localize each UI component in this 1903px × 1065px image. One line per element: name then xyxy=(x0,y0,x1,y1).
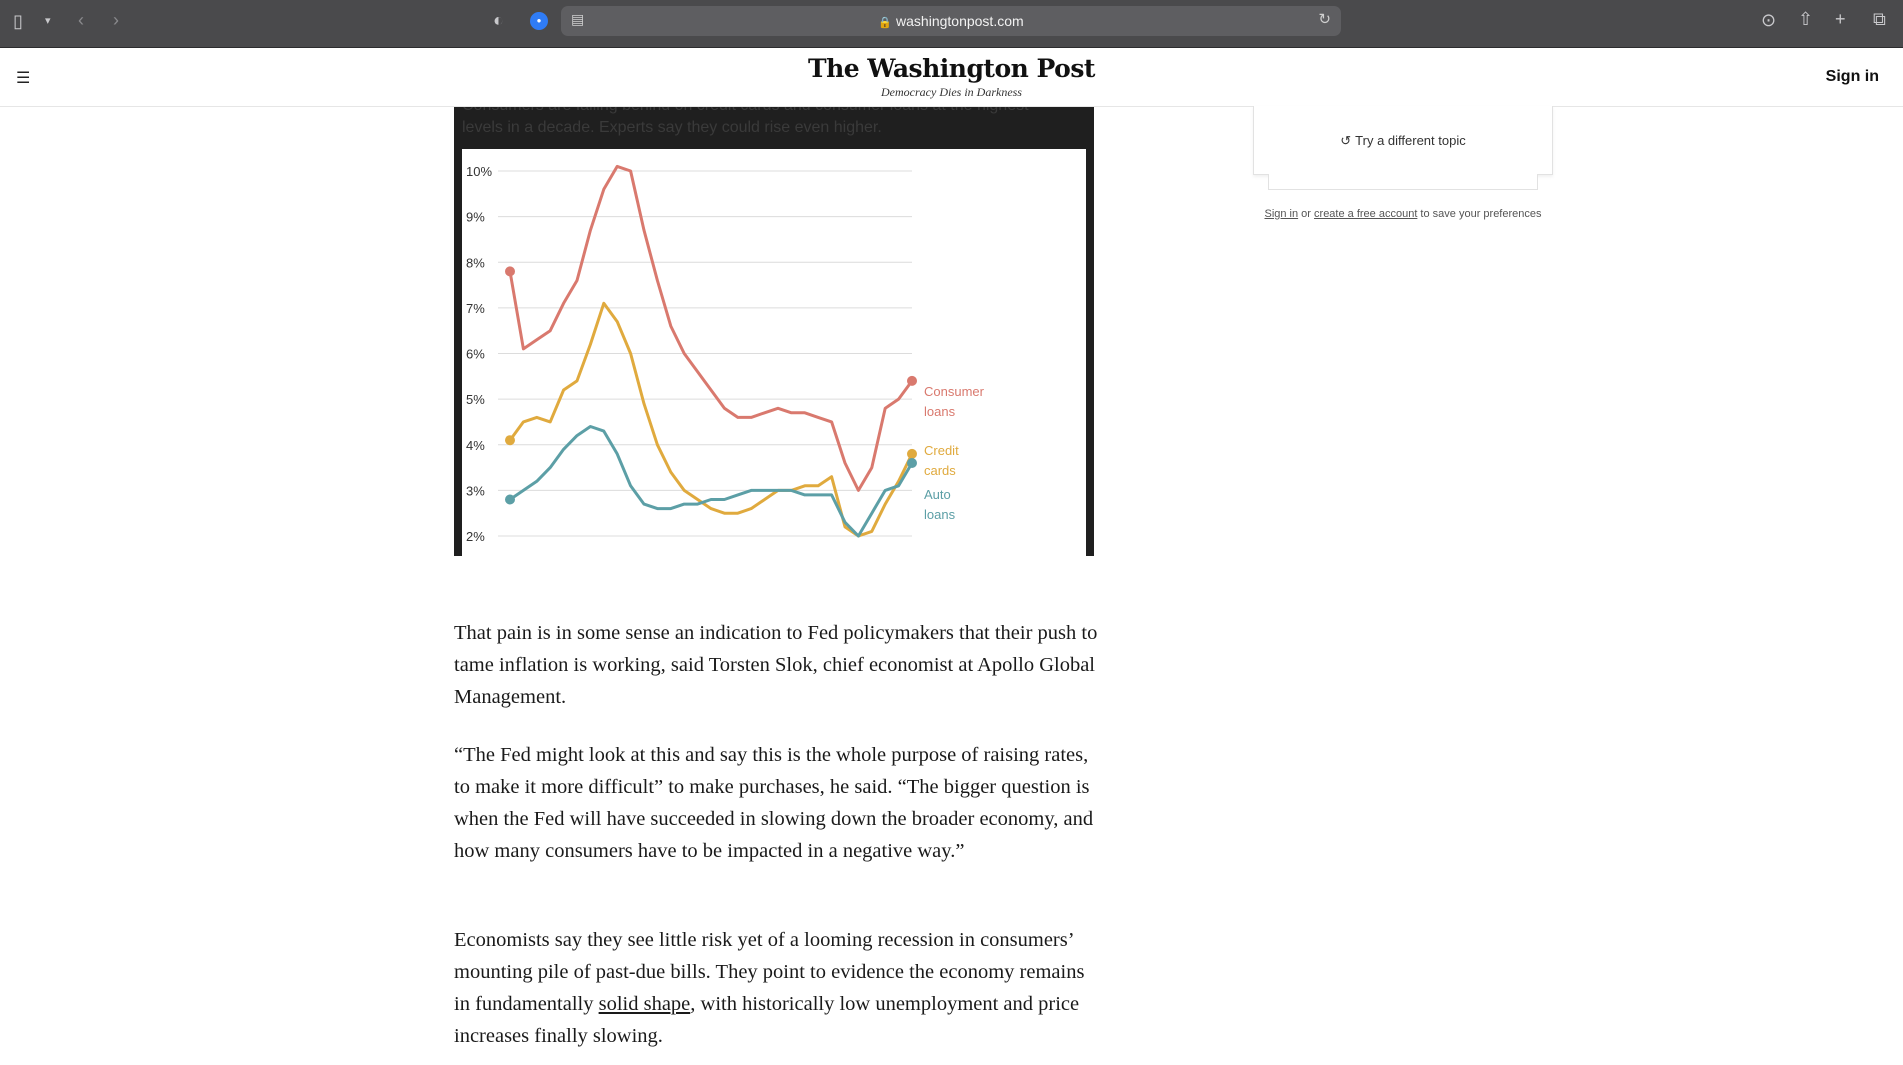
forward-icon[interactable]: › xyxy=(113,10,119,30)
delinquency-chart: 10% 9% 8% 7% 6% 5% 4% 3% 2% Consumer loans Credit ca… xyxy=(466,164,985,544)
site-logo[interactable]: The Washington Post xyxy=(808,54,1095,83)
y-tick-label: 8% xyxy=(466,255,485,270)
sign-in-button[interactable]: Sign in xyxy=(1825,68,1879,85)
shield-icon[interactable]: ◐ xyxy=(493,10,504,30)
chevron-down-icon[interactable]: ▾ xyxy=(45,15,51,27)
article-paragraph-1: That pain is in some sense an indication… xyxy=(454,622,1098,708)
y-tick-label: 4% xyxy=(466,438,485,453)
sidebar-toggle-icon[interactable]: ▯ xyxy=(13,11,23,31)
prefs-sign-in-link[interactable]: Sign in xyxy=(1264,208,1299,220)
tab-overview-icon[interactable]: ⧉ xyxy=(1873,9,1886,29)
paragraph-3-text-end: , with historically low unemployment and… xyxy=(454,993,1080,1047)
chart-intro-line-1: Consumers are falling behind on credit c… xyxy=(462,107,1082,117)
series-endpoint xyxy=(505,435,515,446)
prefs-or-text: or xyxy=(1298,208,1315,220)
url-text: washingtonpost.com xyxy=(896,13,1024,29)
preferences-note: Sign in or create a free account to save… xyxy=(1253,208,1553,220)
back-icon[interactable]: ‹ xyxy=(78,10,84,30)
article-paragraph-2: “The Fed might look at this and say this… xyxy=(454,744,1094,862)
y-tick-label: 7% xyxy=(466,301,485,316)
series-endpoint xyxy=(505,266,515,277)
card-stack-shadow xyxy=(1268,174,1538,190)
y-tick-label: 6% xyxy=(466,347,485,362)
chart-intro-line-2: levels in a decade. Experts say they cou… xyxy=(462,119,882,136)
chart-area: 10% 9% 8% 7% 6% 5% 4% 3% 2% Consumer loans Credit ca… xyxy=(462,149,1086,556)
series-line xyxy=(508,301,914,538)
topic-card: ↺ Try a different topic xyxy=(1253,106,1553,175)
share-icon[interactable]: ⇧ xyxy=(1798,9,1814,29)
chart-intro-text: Consumers are falling behind on credit c… xyxy=(462,107,1082,139)
refresh-icon: ↺ xyxy=(1340,133,1352,148)
y-tick-label: 3% xyxy=(466,483,485,498)
download-icon[interactable]: ⊙ xyxy=(1761,10,1777,30)
series-line xyxy=(509,425,914,538)
prefs-rest-text: to save your preferences xyxy=(1417,208,1542,220)
reload-icon[interactable]: ↻ xyxy=(1318,11,1331,28)
series-label: cards xyxy=(924,463,956,478)
extension-icon[interactable]: ● xyxy=(530,12,548,30)
reader-icon[interactable]: ▤ xyxy=(571,11,585,27)
solid-shape-link[interactable]: solid shape xyxy=(598,993,691,1015)
series-endpoint xyxy=(907,375,917,386)
series-label: Auto xyxy=(924,487,951,502)
series-endpoint xyxy=(907,448,917,459)
try-different-topic-button[interactable]: ↺ Try a different topic xyxy=(1254,133,1552,149)
menu-search-icon[interactable]: ☰ xyxy=(16,70,31,87)
chart-container: Consumers are falling behind on credit c… xyxy=(454,107,1094,556)
series-line xyxy=(508,164,914,492)
series-endpoint xyxy=(907,458,917,468)
site-header: ☰ The Washington Post Democracy Dies in … xyxy=(0,48,1903,107)
y-tick-label: 2% xyxy=(466,529,485,544)
lock-icon: 🔒 xyxy=(878,17,893,29)
series-label: Consumer xyxy=(924,384,985,399)
paragraph-3-text-start: Economists say they see little risk yet … xyxy=(454,929,1085,1015)
create-account-link[interactable]: create a free account xyxy=(1314,208,1418,220)
article-paragraph-3: Economists say they see little risk yet … xyxy=(454,924,1104,1052)
series-endpoint xyxy=(505,494,515,505)
y-tick-label: 5% xyxy=(466,392,485,407)
series-label: loans xyxy=(924,507,956,522)
browser-toolbar: ▯ ▾ ‹ › ◐ ● ▤ 🔒 washingtonpost.com ↻ ⊙ ⇧ … xyxy=(0,0,1903,48)
y-tick-label: 9% xyxy=(466,210,485,225)
series-label: Credit xyxy=(924,443,959,458)
series-label: loans xyxy=(924,404,956,419)
new-tab-icon[interactable]: + xyxy=(1835,9,1846,29)
address-bar[interactable]: ▤ 🔒 washingtonpost.com ↻ xyxy=(561,6,1341,36)
site-tagline: Democracy Dies in Darkness xyxy=(881,85,1022,99)
y-tick-label: 10% xyxy=(466,164,492,179)
try-topic-label: Try a different topic xyxy=(1355,133,1466,148)
